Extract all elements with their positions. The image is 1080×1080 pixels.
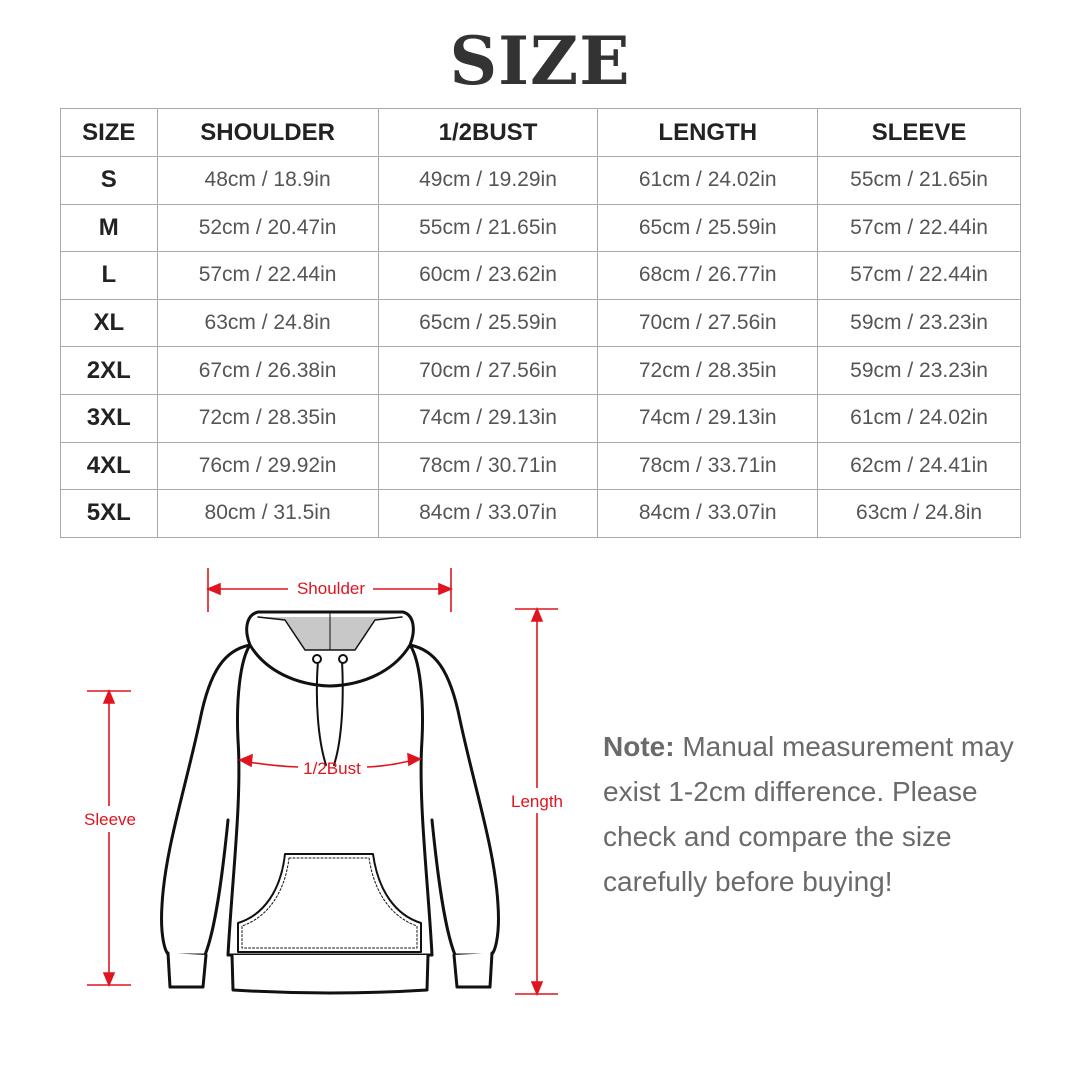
arrow-up-icon bbox=[102, 688, 116, 704]
measurement-cell: 60cm / 23.62in bbox=[377, 251, 599, 300]
table-row: M 52cm / 20.47in 55cm / 21.65in 65cm / 25.5… bbox=[60, 203, 1021, 253]
table-row: 3XL 72cm / 28.35in 74cm / 29.13in 74cm / 29… bbox=[60, 393, 1021, 443]
header-size: SIZE bbox=[60, 108, 158, 157]
measurement-cell: 49cm / 19.29in bbox=[377, 156, 599, 205]
bust-label: 1/2Bust bbox=[303, 759, 361, 778]
note-text: Manual measurement may exist 1-2cm diffe… bbox=[603, 731, 1014, 897]
header-shoulder: SHOULDER bbox=[156, 108, 379, 157]
measurement-cell: 68cm / 26.77in bbox=[597, 251, 819, 300]
table-row: L 57cm / 22.44in 60cm / 23.62in 68cm / 26.7… bbox=[60, 251, 1021, 300]
arrow-up-icon bbox=[530, 606, 544, 622]
measurement-cell: 48cm / 18.9in bbox=[156, 156, 379, 205]
measurement-cell: 59cm / 23.23in bbox=[817, 298, 1021, 348]
shoulder-label: Shoulder bbox=[297, 579, 365, 598]
size-cell: 5XL bbox=[60, 489, 158, 538]
measurement-cell: 84cm / 33.07in bbox=[597, 489, 819, 538]
measurement-cell: 84cm / 33.07in bbox=[377, 489, 599, 538]
measurement-cell: 57cm / 22.44in bbox=[817, 251, 1021, 300]
arrow-right-icon bbox=[407, 752, 422, 767]
measurement-cell: 52cm / 20.47in bbox=[156, 203, 379, 253]
table-row: S 48cm / 18.9in 49cm / 19.29in 61cm / 24.02… bbox=[60, 156, 1021, 205]
measurement-cell: 55cm / 21.65in bbox=[377, 203, 599, 253]
measurement-cell: 78cm / 33.71in bbox=[597, 441, 819, 491]
measurement-cell: 76cm / 29.92in bbox=[156, 441, 379, 491]
measurement-cell: 72cm / 28.35in bbox=[597, 346, 819, 395]
measurement-cell: 70cm / 27.56in bbox=[597, 298, 819, 348]
measurement-annotations bbox=[87, 568, 558, 997]
measurement-cell: 57cm / 22.44in bbox=[817, 203, 1021, 253]
arrow-left-icon bbox=[238, 753, 253, 768]
arrow-left-icon bbox=[205, 582, 221, 596]
measurement-cell: 61cm / 24.02in bbox=[597, 156, 819, 205]
measurement-cell: 80cm / 31.5in bbox=[156, 489, 379, 538]
hoodie-outline bbox=[160, 610, 500, 995]
arrow-right-icon bbox=[438, 582, 454, 596]
size-cell: 3XL bbox=[60, 393, 158, 443]
measurement-cell: 59cm / 23.23in bbox=[817, 346, 1021, 395]
page-title: SIZE bbox=[449, 22, 631, 100]
table-row: 4XL 76cm / 29.92in 78cm / 30.71in 78cm / 33… bbox=[60, 441, 1021, 491]
note-label: Note: bbox=[603, 731, 675, 762]
measurement-cell: 55cm / 21.65in bbox=[817, 156, 1021, 205]
sleeve-label: Sleeve bbox=[84, 810, 136, 829]
measurement-cell: 78cm / 30.71in bbox=[377, 441, 599, 491]
header-length: LENGTH bbox=[597, 108, 819, 157]
size-cell: XL bbox=[60, 298, 158, 348]
length-label: Length bbox=[511, 792, 563, 811]
measurement-cell: 72cm / 28.35in bbox=[156, 393, 379, 443]
measurement-cell: 57cm / 22.44in bbox=[156, 251, 379, 300]
table-row: 2XL 67cm / 26.38in 70cm / 27.56in 72cm / 28… bbox=[60, 346, 1021, 395]
header-bust: 1/2BUST bbox=[377, 108, 599, 157]
size-cell: S bbox=[60, 156, 158, 205]
header-sleeve: SLEEVE bbox=[817, 108, 1021, 157]
arrow-down-icon bbox=[530, 981, 544, 997]
measurement-cell: 70cm / 27.56in bbox=[377, 346, 599, 395]
measurement-cell: 74cm / 29.13in bbox=[377, 393, 599, 443]
measurement-cell: 61cm / 24.02in bbox=[817, 393, 1021, 443]
size-table: SIZE SHOULDER 1/2BUST LENGTH SLEEVE S 48c… bbox=[60, 108, 1021, 538]
arrow-down-icon bbox=[102, 972, 116, 988]
measurement-cell: 63cm / 24.8in bbox=[817, 489, 1021, 538]
measurement-note: Note: Manual measurement may exist 1-2cm… bbox=[603, 724, 1043, 904]
table-row: 5XL 80cm / 31.5in 84cm / 33.07in 84cm / 33.… bbox=[60, 489, 1021, 538]
table-header-row: SIZE SHOULDER 1/2BUST LENGTH SLEEVE bbox=[60, 108, 1021, 157]
measurement-cell: 65cm / 25.59in bbox=[597, 203, 819, 253]
measurement-cell: 74cm / 29.13in bbox=[597, 393, 819, 443]
